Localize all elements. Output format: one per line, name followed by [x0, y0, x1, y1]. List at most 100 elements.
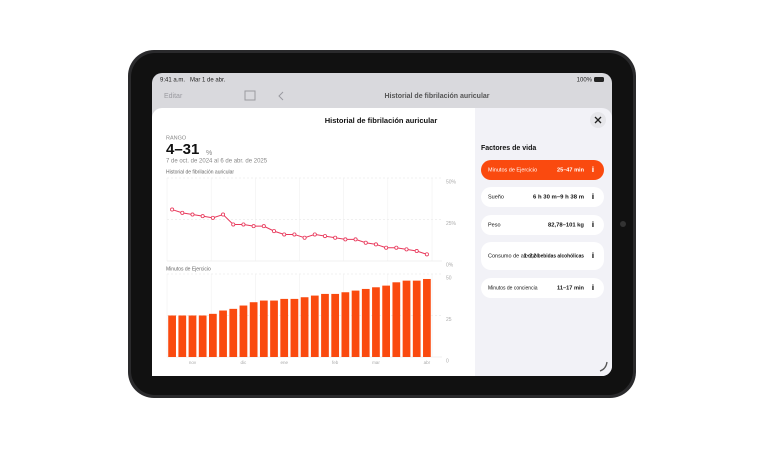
factor-row-selected[interactable] — [481, 160, 604, 180]
bar — [351, 290, 360, 357]
factor-row[interactable] — [481, 187, 604, 207]
bar — [168, 315, 176, 357]
factor-name: Minutos de conciencia — [488, 285, 538, 291]
point — [312, 232, 317, 237]
camera — [620, 221, 626, 227]
x-tick-label: mar — [372, 360, 380, 365]
point — [272, 229, 277, 234]
factor-row[interactable] — [481, 215, 604, 235]
bar — [321, 293, 329, 357]
y-tick-label: 25% — [446, 221, 457, 227]
sheet-title: Historial de fibrilación auricular — [325, 116, 438, 125]
point — [394, 245, 399, 250]
factor-value: 1–2,2 bebidas alcohólicas — [524, 253, 584, 259]
bar — [219, 310, 227, 357]
bar — [382, 285, 391, 357]
range-unit: % — [206, 150, 212, 157]
sidebar-icon[interactable] — [244, 90, 256, 101]
factor-row[interactable] — [481, 278, 604, 298]
bar — [392, 282, 401, 357]
nav-title: Historial de fibrilación auricular — [384, 93, 489, 100]
factors-title: Factores de vida — [481, 145, 536, 152]
point — [241, 222, 246, 227]
point — [404, 247, 409, 252]
point — [424, 252, 429, 257]
y-tick-label: 50% — [446, 179, 457, 185]
point — [261, 224, 266, 229]
point — [190, 212, 195, 217]
point — [333, 235, 338, 240]
point — [180, 210, 185, 215]
factor-name: Peso — [488, 222, 501, 228]
range-value: 4–31 — [166, 141, 199, 158]
point — [353, 237, 358, 242]
date-range: 7 de oct. de 2024 al 6 de abr. de 2025 — [166, 159, 268, 165]
factor-value: 6 h 30 m–9 h 38 m — [533, 194, 584, 200]
x-tick-label: nov — [189, 360, 197, 365]
point — [251, 224, 256, 229]
bar — [412, 280, 421, 357]
point — [200, 214, 205, 219]
point — [322, 234, 327, 239]
point — [343, 237, 348, 242]
bar — [208, 313, 217, 357]
point — [292, 232, 297, 237]
y-tick-label: 50 — [446, 275, 452, 281]
point — [384, 245, 389, 250]
back-icon[interactable] — [278, 91, 284, 101]
point — [231, 222, 236, 227]
bar — [239, 305, 248, 357]
bar — [331, 293, 340, 357]
point — [414, 249, 419, 254]
y-tick-label: 25 — [446, 317, 452, 323]
factor-value: 25–47 min — [557, 167, 585, 173]
bar — [178, 315, 187, 357]
bar — [310, 295, 319, 357]
battery-icon — [594, 77, 604, 82]
status-time: 9:41 a.m. — [160, 78, 185, 84]
bar — [249, 302, 258, 357]
bar — [300, 297, 309, 357]
factor-value: 11–17 min — [557, 285, 585, 291]
x-tick-label: dic — [241, 360, 248, 365]
x-tick-label: feb — [332, 360, 339, 365]
factor-row[interactable] — [481, 242, 604, 270]
bar — [361, 288, 370, 357]
point — [302, 235, 307, 240]
bar — [188, 315, 197, 357]
bar — [423, 278, 431, 357]
y-tick-label: 0% — [446, 262, 454, 268]
factor-name: Minutos de Ejercicio — [488, 167, 537, 173]
close-icon — [594, 116, 602, 124]
bar — [229, 308, 238, 357]
x-tick-label: abr — [424, 360, 431, 365]
bar — [259, 300, 268, 357]
info-icon: ⅰ — [592, 222, 594, 229]
status-battery: 100% — [577, 78, 593, 84]
point — [221, 212, 226, 217]
bar — [280, 298, 289, 357]
point — [170, 207, 175, 212]
point — [210, 215, 215, 220]
edit-button[interactable]: Editar — [164, 93, 183, 100]
bar — [198, 315, 207, 357]
chart-title: Historial de fibrilación auricular — [166, 169, 234, 175]
chart-title: Minutos de Ejercicio — [166, 266, 211, 272]
bar — [341, 292, 350, 357]
point — [373, 242, 378, 247]
bar — [270, 300, 278, 357]
y-tick-label: 0 — [446, 358, 449, 364]
bar — [402, 280, 411, 357]
resize-handle — [599, 361, 608, 372]
factor-name: Consumo de alcohol — [488, 253, 538, 259]
factor-value: 82,78–101 kg — [548, 222, 584, 228]
bar — [372, 287, 380, 357]
point — [363, 240, 368, 245]
bar — [290, 298, 299, 357]
x-tick-label: ene — [280, 360, 288, 365]
range-label: RANGO — [166, 135, 187, 141]
info-icon: ⅰ — [592, 253, 594, 260]
info-icon: ⅰ — [592, 194, 594, 201]
